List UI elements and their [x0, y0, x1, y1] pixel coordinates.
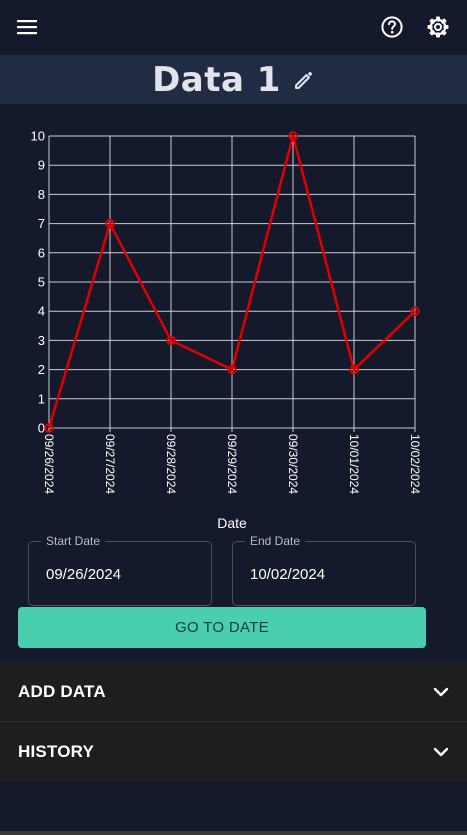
end-date-value: 10/02/2024: [250, 566, 326, 583]
start-date-label: Start Date: [41, 534, 106, 548]
y-tick-label: 1: [38, 391, 45, 406]
y-tick-label: 0: [38, 421, 45, 436]
x-tick-label: 09/27/2024: [103, 434, 117, 494]
series-line: [47, 134, 416, 429]
end-date-field[interactable]: End Date 10/02/2024: [232, 534, 416, 606]
help-circle-icon[interactable]: [377, 12, 407, 42]
start-date-field[interactable]: Start Date 09/26/2024: [28, 534, 212, 606]
x-tick-label: 10/02/2024: [408, 434, 422, 494]
go-to-date-button[interactable]: GO TO DATE: [18, 607, 426, 648]
y-tick-label: 6: [38, 245, 45, 260]
chevron-down-icon: [433, 747, 449, 756]
x-tick-label: 10/01/2024: [347, 434, 361, 494]
data-point: [410, 306, 420, 316]
chevron-down-icon: [433, 687, 449, 696]
history-section[interactable]: HISTORY: [0, 722, 467, 781]
x-tick-label: 09/28/2024: [164, 434, 178, 494]
section-divider: [0, 721, 467, 722]
y-tick-label: 10: [31, 129, 45, 144]
x-tick-label: 09/26/2024: [42, 434, 56, 494]
history-label: HISTORY: [18, 741, 95, 761]
y-tick-label: 7: [38, 216, 45, 231]
title-bar: Data 1: [0, 55, 467, 104]
data-point: [288, 131, 298, 141]
data-point: [349, 364, 359, 375]
top-app-bar: [0, 0, 467, 55]
pencil-icon[interactable]: [293, 69, 315, 91]
add-data-label: ADD DATA: [18, 681, 106, 701]
y-tick-label: 4: [38, 304, 45, 319]
bottom-edge: [0, 831, 467, 835]
x-tick-label: 09/30/2024: [286, 434, 300, 494]
chart-svg: 0 1 2 3 4 5 6 7 8 9 10 09/26/2024 09/27/2024 09/28/20…: [31, 129, 422, 532]
end-date-label: End Date: [245, 534, 306, 548]
y-tick-label: 5: [38, 275, 45, 290]
data-point: [105, 218, 115, 229]
page-title: Data 1: [152, 59, 281, 100]
y-tick-label: 2: [38, 362, 45, 377]
hamburger-menu-icon[interactable]: [12, 12, 42, 42]
line-chart: 0 1 2 3 4 5 6 7 8 9 10 09/26/2024 09/27/2024 09/28/20…: [0, 120, 467, 535]
data-point: [166, 335, 176, 346]
y-tick-label: 8: [38, 187, 45, 202]
x-tick-label: 09/29/2024: [225, 434, 239, 494]
add-data-section[interactable]: ADD DATA: [0, 662, 467, 721]
gear-icon[interactable]: [423, 12, 453, 42]
start-date-value: 09/26/2024: [46, 566, 122, 583]
data-point: [227, 364, 237, 375]
data-point: [44, 423, 54, 433]
y-tick-label: 3: [38, 333, 45, 348]
x-axis-label: Date: [217, 515, 247, 531]
y-tick-label: 9: [38, 158, 45, 173]
